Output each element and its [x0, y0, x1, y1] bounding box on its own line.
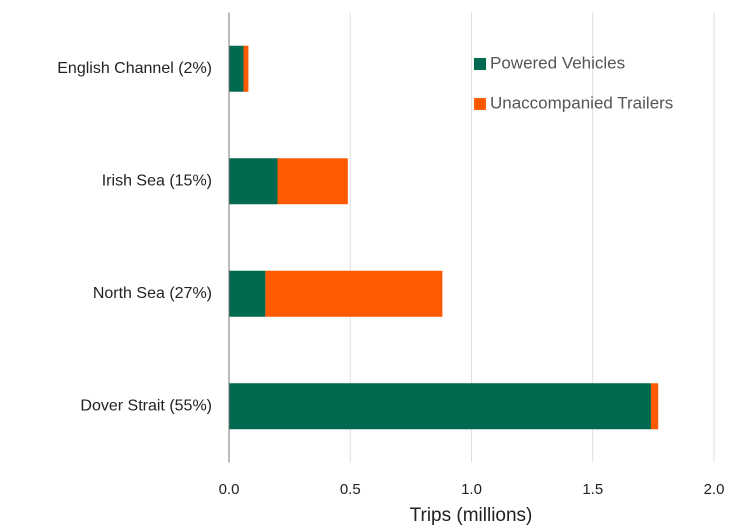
legend-label: Unaccompanied Trailers	[490, 93, 673, 112]
bar-segment	[229, 45, 244, 92]
y-tick-label: English Channel (2%)	[57, 60, 212, 77]
bar-segment	[277, 158, 348, 205]
x-tick-label: 0.0	[219, 481, 240, 498]
x-tick-label: 1.0	[461, 481, 482, 498]
bar-segment	[229, 158, 278, 205]
legend-swatch	[474, 98, 486, 110]
legend-swatch	[474, 58, 486, 70]
y-tick-label: North Sea (27%)	[93, 285, 212, 302]
x-axis-title: Trips (millions)	[410, 505, 533, 526]
x-tick-label: 2.0	[704, 481, 725, 498]
bar-segment	[229, 270, 266, 317]
legend-label: Powered Vehicles	[490, 53, 625, 72]
bar-segment	[650, 383, 659, 430]
y-tick-label: Irish Sea (15%)	[102, 172, 212, 189]
bar-segment	[265, 270, 443, 317]
y-tick-label: Dover Strait (55%)	[80, 397, 212, 414]
x-tick-label: 0.5	[340, 481, 361, 498]
x-tick-label: 1.5	[582, 481, 603, 498]
bar-segment	[243, 45, 249, 92]
bar-segment	[229, 383, 651, 430]
